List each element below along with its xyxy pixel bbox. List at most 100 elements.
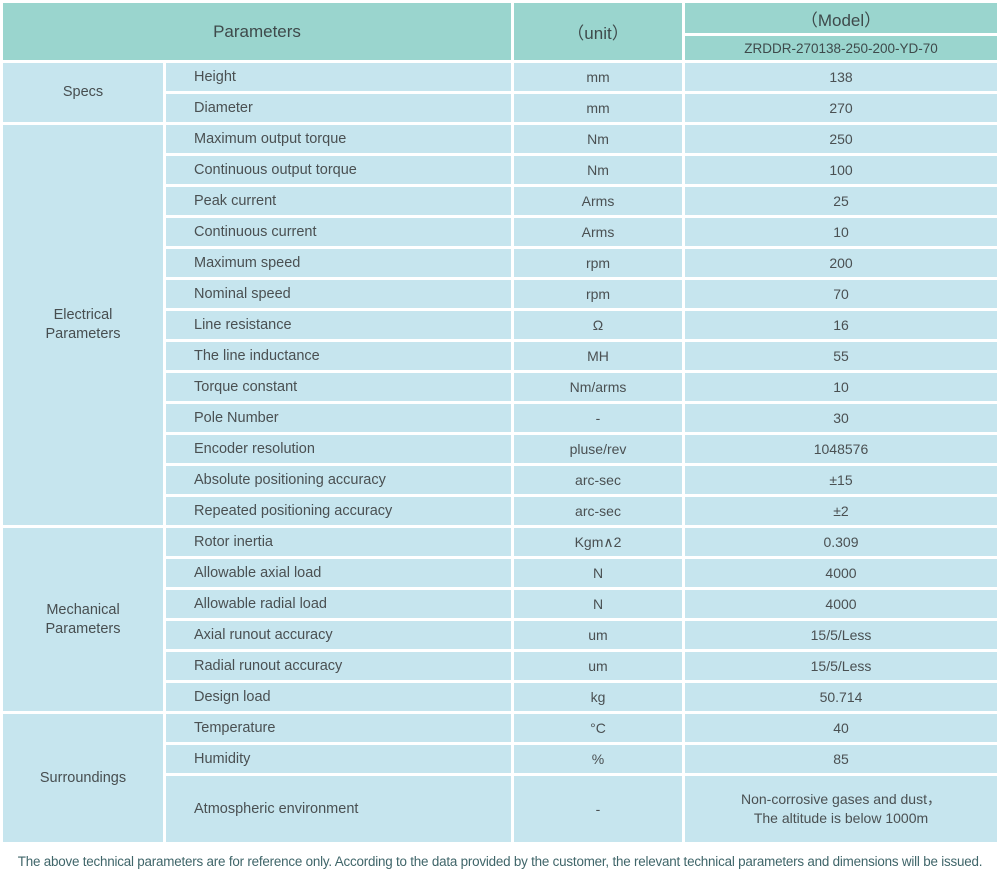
table-row: Design load kg 50.714 bbox=[3, 683, 997, 711]
unit-cell: Nm bbox=[514, 156, 682, 184]
value-cell: 0.309 bbox=[685, 528, 997, 556]
param-cell: Allowable axial load bbox=[166, 559, 511, 587]
value-cell: 15/5/Less bbox=[685, 652, 997, 680]
value-cell: 85 bbox=[685, 745, 997, 773]
table-row: The line inductance MH 55 bbox=[3, 342, 997, 370]
param-cell: Axial runout accuracy bbox=[166, 621, 511, 649]
param-cell: Design load bbox=[166, 683, 511, 711]
unit-cell: um bbox=[514, 621, 682, 649]
unit-cell: mm bbox=[514, 94, 682, 122]
table-row: Continuous current Arms 10 bbox=[3, 218, 997, 246]
table-row: Allowable axial load N 4000 bbox=[3, 559, 997, 587]
unit-cell: kg bbox=[514, 683, 682, 711]
value-cell: 10 bbox=[685, 373, 997, 401]
param-cell: Continuous output torque bbox=[166, 156, 511, 184]
table-row: Pole Number - 30 bbox=[3, 404, 997, 432]
table-row: Specs Height mm 138 bbox=[3, 63, 997, 122]
unit-cell: arc-sec bbox=[514, 497, 682, 525]
value-cell: 200 bbox=[685, 249, 997, 277]
unit-cell: Ω bbox=[514, 311, 682, 339]
section-label-mechanical: Mechanical Parameters bbox=[3, 528, 163, 711]
table-row: Torque constant Nm/arms 10 bbox=[3, 373, 997, 401]
unit-cell: um bbox=[514, 652, 682, 680]
header-model: （Model） bbox=[685, 3, 997, 33]
param-cell: Repeated positioning accuracy bbox=[166, 497, 511, 525]
section-label-text: Mechanical Parameters bbox=[45, 601, 121, 637]
table-row: Radial runout accuracy um 15/5/Less bbox=[3, 652, 997, 680]
param-cell: Peak current bbox=[166, 187, 511, 215]
value-cell: 55 bbox=[685, 342, 997, 370]
unit-cell: MH bbox=[514, 342, 682, 370]
value-cell: 50.714 bbox=[685, 683, 997, 711]
value-cell: 30 bbox=[685, 404, 997, 432]
param-cell: Maximum speed bbox=[166, 249, 511, 277]
unit-cell: mm bbox=[514, 63, 682, 91]
table-row: Electrical Parameters Maximum output tor… bbox=[3, 125, 997, 525]
param-cell: Rotor inertia bbox=[166, 528, 511, 556]
header-unit: （unit） bbox=[514, 3, 682, 60]
param-cell: Continuous current bbox=[166, 218, 511, 246]
unit-cell: Arms bbox=[514, 187, 682, 215]
footer-note: The above technical parameters are for r… bbox=[17, 854, 983, 869]
table-row: Nominal speed rpm 70 bbox=[3, 280, 997, 308]
param-cell: Encoder resolution bbox=[166, 435, 511, 463]
value-cell: 270 bbox=[685, 94, 997, 122]
param-cell: Height bbox=[166, 63, 511, 91]
param-cell: Maximum output torque bbox=[166, 125, 511, 153]
spec-table: Parameters （unit） （Model） ZRDDR-270138-2… bbox=[3, 3, 997, 842]
header-model-value: ZRDDR-270138-250-200-YD-70 bbox=[685, 36, 997, 60]
value-cell: 10 bbox=[685, 218, 997, 246]
table-row: Repeated positioning accuracy arc-sec ±2 bbox=[3, 497, 997, 525]
table-header-row: Parameters （unit） （Model） bbox=[3, 3, 997, 60]
unit-cell: arc-sec bbox=[514, 466, 682, 494]
unit-cell: Kgm∧2 bbox=[514, 528, 682, 556]
value-cell: 1048576 bbox=[685, 435, 997, 463]
table-header-row: ZRDDR-270138-250-200-YD-70 bbox=[3, 36, 997, 60]
table-row: Line resistance Ω 16 bbox=[3, 311, 997, 339]
unit-cell: rpm bbox=[514, 280, 682, 308]
table-row: Diameter mm 270 bbox=[3, 94, 997, 122]
value-cell: 4000 bbox=[685, 559, 997, 587]
table-row: Surroundings Temperature °C 40 bbox=[3, 714, 997, 842]
table-row: Atmospheric environment - Non-corrosive … bbox=[3, 776, 997, 842]
table-row: Continuous output torque Nm 100 bbox=[3, 156, 997, 184]
table-row: Humidity % 85 bbox=[3, 745, 997, 773]
value-cell: 70 bbox=[685, 280, 997, 308]
value-cell: 25 bbox=[685, 187, 997, 215]
value-cell: 250 bbox=[685, 125, 997, 153]
header-parameters: Parameters bbox=[3, 3, 511, 60]
unit-cell: rpm bbox=[514, 249, 682, 277]
value-cell: 138 bbox=[685, 63, 997, 91]
unit-cell: pluse/rev bbox=[514, 435, 682, 463]
param-cell: Torque constant bbox=[166, 373, 511, 401]
section-label-surroundings: Surroundings bbox=[3, 714, 163, 842]
param-cell: Radial runout accuracy bbox=[166, 652, 511, 680]
section-label-text: Specs bbox=[62, 84, 104, 101]
value-cell: ±2 bbox=[685, 497, 997, 525]
value-cell: 40 bbox=[685, 714, 997, 742]
unit-cell: % bbox=[514, 745, 682, 773]
param-cell: Atmospheric environment bbox=[166, 776, 511, 842]
table-row: Peak current Arms 25 bbox=[3, 187, 997, 215]
value-cell: ±15 bbox=[685, 466, 997, 494]
param-cell: Diameter bbox=[166, 94, 511, 122]
value-cell: 16 bbox=[685, 311, 997, 339]
param-cell: Nominal speed bbox=[166, 280, 511, 308]
value-cell: Non-corrosive gases and dust， The altitu… bbox=[685, 776, 997, 842]
value-cell: 15/5/Less bbox=[685, 621, 997, 649]
unit-cell: N bbox=[514, 590, 682, 618]
table-row: Absolute positioning accuracy arc-sec ±1… bbox=[3, 466, 997, 494]
unit-cell: Nm bbox=[514, 125, 682, 153]
table-row: Encoder resolution pluse/rev 1048576 bbox=[3, 435, 997, 463]
table-row: Mechanical Parameters Rotor inertia Kgm∧… bbox=[3, 528, 997, 711]
section-label-text: Electrical Parameters bbox=[45, 307, 121, 342]
unit-cell: Arms bbox=[514, 218, 682, 246]
param-cell: The line inductance bbox=[166, 342, 511, 370]
table-row: Allowable radial load N 4000 bbox=[3, 590, 997, 618]
value-cell: 100 bbox=[685, 156, 997, 184]
param-cell: Humidity bbox=[166, 745, 511, 773]
param-cell: Line resistance bbox=[166, 311, 511, 339]
table-row: Axial runout accuracy um 15/5/Less bbox=[3, 621, 997, 649]
param-cell: Pole Number bbox=[166, 404, 511, 432]
param-cell: Allowable radial load bbox=[166, 590, 511, 618]
